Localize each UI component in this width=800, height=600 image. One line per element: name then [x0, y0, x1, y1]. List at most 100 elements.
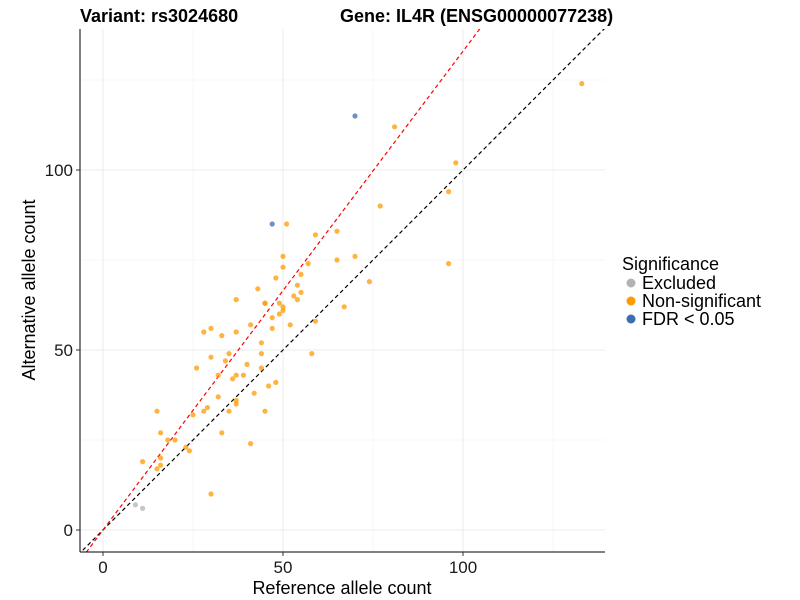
- data-point-non-significant: [215, 394, 221, 400]
- data-point-non-significant: [154, 466, 160, 472]
- data-point-non-significant: [230, 376, 236, 382]
- data-point-non-significant: [201, 329, 207, 335]
- data-point-non-significant: [273, 275, 279, 281]
- data-point-non-significant: [453, 160, 459, 166]
- data-point-non-significant: [294, 297, 300, 303]
- data-point-non-significant: [392, 124, 398, 130]
- chart-title-gene: Gene: IL4R (ENSG00000077238): [340, 6, 613, 26]
- data-point-excluded: [132, 502, 138, 508]
- data-point-non-significant: [233, 401, 239, 407]
- data-point-non-significant: [366, 279, 372, 285]
- reference-lines: [80, 29, 605, 552]
- data-point-non-significant: [248, 441, 254, 447]
- data-point-non-significant: [334, 257, 340, 263]
- data-point-non-significant: [280, 304, 286, 310]
- data-point-non-significant: [269, 315, 275, 321]
- data-point-non-significant: [273, 379, 279, 385]
- legend-swatch-non-significant: [626, 296, 636, 306]
- data-point-non-significant: [294, 282, 300, 288]
- data-point-non-significant: [158, 455, 164, 461]
- data-point-fdr-0-05: [352, 113, 358, 119]
- data-point-non-significant: [446, 261, 452, 267]
- data-point-non-significant: [172, 437, 178, 443]
- data-point-non-significant: [269, 325, 275, 331]
- data-point-non-significant: [352, 253, 358, 259]
- data-point-non-significant: [226, 351, 232, 357]
- data-point-non-significant: [276, 300, 282, 306]
- data-point-non-significant: [248, 322, 254, 328]
- data-point-non-significant: [215, 372, 221, 378]
- data-point-non-significant: [208, 354, 214, 360]
- data-point-non-significant: [309, 351, 315, 357]
- data-point-non-significant: [201, 408, 207, 414]
- data-point-non-significant: [280, 253, 286, 259]
- data-point-non-significant: [280, 264, 286, 270]
- data-point-non-significant: [255, 286, 261, 292]
- data-point-non-significant: [284, 221, 290, 227]
- data-point-non-significant: [298, 271, 304, 277]
- data-point-non-significant: [219, 333, 225, 339]
- data-point-non-significant: [276, 311, 282, 317]
- data-point-non-significant: [258, 340, 264, 346]
- data-point-non-significant: [298, 289, 304, 295]
- data-point-non-significant: [204, 405, 210, 411]
- reference-line-identity: [80, 29, 605, 552]
- data-point-non-significant: [233, 397, 239, 403]
- legend-label-excluded: Excluded: [642, 273, 716, 293]
- data-point-non-significant: [446, 189, 452, 195]
- data-point-non-significant: [280, 307, 286, 313]
- data-point-non-significant: [287, 322, 293, 328]
- y-tick-label: 0: [64, 521, 73, 540]
- legend-title: Significance: [622, 254, 719, 274]
- reference-line-fitted: [85, 29, 481, 552]
- data-point-non-significant: [233, 297, 239, 303]
- data-point-non-significant: [186, 448, 192, 454]
- data-point-non-significant: [208, 491, 214, 497]
- data-point-non-significant: [140, 459, 146, 465]
- data-point-non-significant: [194, 365, 200, 371]
- data-point-non-significant: [240, 372, 246, 378]
- data-point-non-significant: [377, 203, 383, 209]
- data-point-non-significant: [183, 444, 189, 450]
- grid-layer: [80, 29, 605, 552]
- data-points: [132, 81, 585, 511]
- legend-swatch-fdr: [626, 314, 636, 324]
- data-point-non-significant: [154, 408, 160, 414]
- data-point-non-significant: [262, 408, 268, 414]
- data-point-non-significant: [233, 329, 239, 335]
- data-point-non-significant: [208, 325, 214, 331]
- x-tick-label: 100: [449, 558, 477, 577]
- data-point-non-significant: [158, 430, 164, 436]
- data-point-non-significant: [305, 261, 311, 267]
- legend: Significance Excluded Non-significant FD…: [622, 254, 761, 329]
- data-point-non-significant: [219, 430, 225, 436]
- y-axis-label: Alternative allele count: [19, 199, 39, 380]
- x-tick-label: 0: [98, 558, 107, 577]
- data-point-non-significant: [244, 361, 250, 367]
- y-tick-label: 50: [54, 341, 73, 360]
- data-point-non-significant: [258, 351, 264, 357]
- data-point-non-significant: [222, 358, 228, 364]
- axes: 0 50 100 0 50 100: [45, 29, 605, 577]
- data-point-non-significant: [579, 81, 585, 87]
- x-tick-label: 50: [274, 558, 293, 577]
- data-point-non-significant: [233, 372, 239, 378]
- data-point-fdr-0-05: [269, 221, 275, 227]
- data-point-non-significant: [262, 300, 268, 306]
- data-point-non-significant: [341, 304, 347, 310]
- data-point-non-significant: [258, 365, 264, 371]
- data-point-non-significant: [251, 390, 257, 396]
- data-point-non-significant: [266, 383, 272, 389]
- data-point-non-significant: [158, 462, 164, 468]
- chart-title-variant: Variant: rs3024680: [80, 6, 238, 26]
- legend-label-non-significant: Non-significant: [642, 291, 761, 311]
- data-point-non-significant: [334, 228, 340, 234]
- data-point-non-significant: [226, 408, 232, 414]
- y-tick-label: 100: [45, 161, 73, 180]
- data-point-non-significant: [165, 437, 171, 443]
- data-point-non-significant: [291, 293, 297, 299]
- x-axis-label: Reference allele count: [252, 578, 431, 598]
- data-point-non-significant: [190, 412, 196, 418]
- legend-swatch-excluded: [626, 278, 636, 288]
